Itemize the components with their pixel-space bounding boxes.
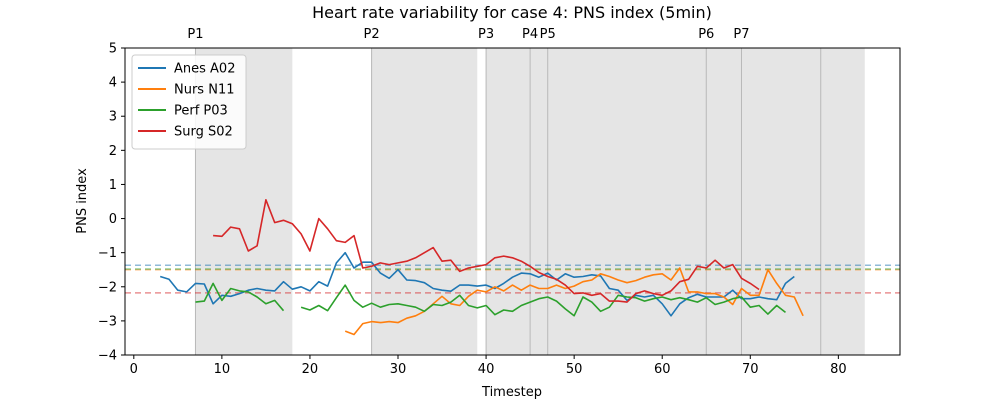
legend-label: Nurs N11	[174, 83, 234, 98]
y-axis-title: PNS index	[75, 168, 90, 234]
phase-shading-layer	[194, 48, 865, 355]
phase-label: P2	[364, 27, 380, 42]
x-tick-label: 20	[302, 362, 319, 377]
series-lines	[159, 199, 804, 336]
y-tick-label: 3	[109, 110, 117, 125]
phase-label: P5	[540, 27, 556, 42]
phase-band	[530, 48, 548, 355]
legend-label: Surg S02	[174, 125, 233, 140]
series-line	[344, 267, 804, 336]
phase-band	[706, 48, 742, 355]
x-axis-title: Timestep	[481, 385, 542, 400]
x-tick-label: 40	[478, 362, 495, 377]
y-axis-ticks: −4 −3 −2 −1 0 1 2 3 4 5	[98, 42, 125, 364]
x-tick-label: 60	[654, 362, 671, 377]
x-tick-label: 70	[742, 362, 759, 377]
x-tick-label: 0	[130, 362, 138, 377]
legend-box	[131, 54, 247, 150]
series-line	[213, 199, 760, 303]
phase-band	[486, 48, 531, 355]
phase-label: P4	[522, 27, 538, 42]
y-tick-label: −4	[98, 349, 117, 364]
phase-label: P6	[698, 27, 714, 42]
phase-label: P7	[733, 27, 749, 42]
y-tick-label: −1	[98, 246, 117, 261]
y-tick-label: −2	[98, 280, 117, 295]
plot-frame	[124, 47, 901, 356]
x-tick-label: 30	[390, 362, 407, 377]
baseline-lines	[125, 264, 900, 294]
x-tick-label: 10	[214, 362, 231, 377]
x-axis-ticks: 0 10 20 30 40 50 60 70 80	[130, 355, 847, 377]
y-tick-label: 2	[109, 144, 117, 159]
y-tick-label: 1	[109, 178, 117, 193]
phase-band	[371, 48, 478, 355]
y-tick-label: 5	[109, 42, 117, 57]
chart-title: Heart rate variability for case 4: PNS i…	[312, 3, 712, 22]
phase-label: P3	[478, 27, 494, 42]
y-tick-label: 0	[109, 212, 117, 227]
legend-label: Anes A02	[174, 62, 235, 77]
phase-labels: P1 P2 P3 P4 P5 P6 P7	[187, 27, 749, 42]
x-tick-label: 80	[830, 362, 847, 377]
series-line	[195, 282, 786, 317]
phase-label: P1	[187, 27, 203, 42]
legend-label: Perf P03	[174, 104, 228, 119]
y-tick-label: 4	[109, 76, 117, 91]
legend: Anes A02 Nurs N11 Perf P03 Surg S02	[131, 54, 247, 150]
series-line	[159, 251, 795, 317]
phase-band	[820, 48, 865, 355]
x-tick-label: 50	[566, 362, 583, 377]
y-tick-label: −3	[98, 314, 117, 329]
phase-band	[547, 48, 707, 355]
phase-band	[741, 48, 821, 355]
